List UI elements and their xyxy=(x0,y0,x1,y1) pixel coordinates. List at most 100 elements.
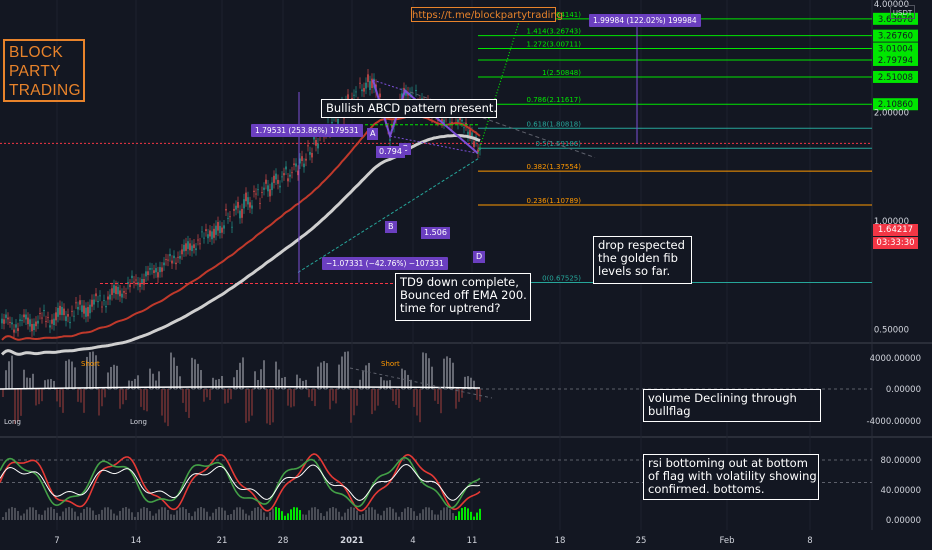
candle-body xyxy=(193,244,195,248)
rsi-volatility-bar xyxy=(245,513,247,520)
volume-bar xyxy=(23,369,25,389)
candle-body xyxy=(161,267,163,272)
volume-bar xyxy=(197,363,199,389)
rsi-volatility-bar xyxy=(473,516,475,520)
candle-body xyxy=(471,132,473,139)
volume-text-2: bullflag xyxy=(648,404,691,418)
candle-body xyxy=(255,193,257,195)
candle-body xyxy=(391,124,393,128)
abcd-ac-line xyxy=(372,79,406,92)
rsi-volatility-bar xyxy=(437,514,439,520)
rsi-volatility-bar xyxy=(71,508,73,520)
rsi-volatility-bar xyxy=(428,507,430,520)
volume-bar xyxy=(407,374,409,389)
rsi-volatility-bar xyxy=(323,516,325,520)
candle-body xyxy=(77,306,79,310)
rsi-volatility-bar xyxy=(218,507,220,520)
rsi-volatility-bar xyxy=(128,508,130,520)
rsi-volatility-bar xyxy=(272,508,274,520)
rsi-volatility-bar xyxy=(68,507,70,520)
volume-bar xyxy=(212,377,214,389)
volume-bar xyxy=(173,357,175,389)
candle-body xyxy=(281,176,283,178)
rsi-volatility-bar xyxy=(74,511,76,520)
volume-bar xyxy=(410,379,412,389)
candle-body xyxy=(463,127,465,129)
brand-logo: BLOCK PARTY TRADING xyxy=(3,39,85,102)
candle-body xyxy=(81,305,83,312)
candle-body xyxy=(243,199,245,209)
candle-body xyxy=(361,89,363,92)
rsi-text-3: confirmed. bottoms. xyxy=(648,482,765,496)
volume-bar xyxy=(344,351,346,389)
candle-body xyxy=(277,179,279,184)
candle-body xyxy=(265,179,267,184)
fib-level-label: 1.414(3.26743) xyxy=(527,28,582,36)
rsi-volatility-bar xyxy=(146,507,148,520)
rsi-volatility-bar xyxy=(20,515,22,520)
volume-bar xyxy=(5,370,7,389)
rsi-volatility-bar xyxy=(299,510,301,520)
candle-body xyxy=(355,91,357,93)
rsi-volatility-bar xyxy=(77,516,79,520)
candle-body xyxy=(11,322,13,325)
candle-body xyxy=(171,260,173,264)
volume-bar xyxy=(155,380,157,389)
candle-body xyxy=(123,291,125,293)
candle-body xyxy=(7,317,9,320)
rsi-volatility-bar xyxy=(29,507,31,520)
rsi-volatility-bar xyxy=(365,509,367,520)
candle-body xyxy=(469,129,471,136)
rsi-volatility-bar xyxy=(5,512,7,520)
volume-bar xyxy=(110,366,112,389)
volume-bar xyxy=(389,380,391,389)
volume-bar xyxy=(14,389,16,425)
volume-axis-tick: 4000.00000 xyxy=(870,354,921,364)
volume-bar xyxy=(107,372,109,389)
td9-text-2: Bounced off EMA 200. xyxy=(400,288,527,302)
point-a: A xyxy=(367,128,379,140)
volume-bar xyxy=(35,389,37,406)
fib-price-tag xyxy=(873,42,918,55)
candle-body xyxy=(283,173,285,176)
candle-body xyxy=(295,163,297,167)
candle-body xyxy=(61,306,63,316)
rsi-volatility-bar xyxy=(317,509,319,520)
candle-body xyxy=(147,271,149,276)
rsi-volatility-bar xyxy=(269,512,271,520)
candle-body xyxy=(173,255,175,259)
candle-body xyxy=(181,249,183,255)
volume-bar xyxy=(452,362,454,389)
rsi-volatility-bar xyxy=(56,512,58,520)
volume-bar xyxy=(284,376,286,389)
volume-trend-line xyxy=(349,367,493,399)
volume-bar xyxy=(464,376,466,389)
volume-bar xyxy=(263,360,265,389)
candle-body xyxy=(367,74,369,82)
candle-body xyxy=(87,307,89,317)
volume-bar xyxy=(416,389,418,416)
candle-body xyxy=(405,90,407,96)
volume-bar xyxy=(95,355,97,389)
volume-bar xyxy=(275,361,277,389)
telegram-link[interactable]: https://t.me/blockpartytrading xyxy=(411,7,563,22)
candle-body xyxy=(155,268,157,273)
volume-bar xyxy=(380,377,382,389)
volume-bar xyxy=(419,389,421,423)
volume-bar xyxy=(455,389,457,409)
fib-price-tag-text: 3.63878 xyxy=(878,15,913,25)
volume-bar xyxy=(185,389,187,412)
candle-body xyxy=(467,131,469,137)
volume-bar xyxy=(317,366,319,389)
rsi-volatility-bar xyxy=(260,508,262,520)
volume-bar xyxy=(365,365,367,389)
rsi-volatility-bar xyxy=(89,507,91,520)
volume-bar xyxy=(392,389,394,402)
rsi-volatility-bar xyxy=(401,511,403,520)
volume-bar xyxy=(449,357,451,389)
logo-line-2: PARTY xyxy=(9,63,61,80)
volume-bar xyxy=(137,375,139,389)
volume-bar xyxy=(134,378,136,389)
